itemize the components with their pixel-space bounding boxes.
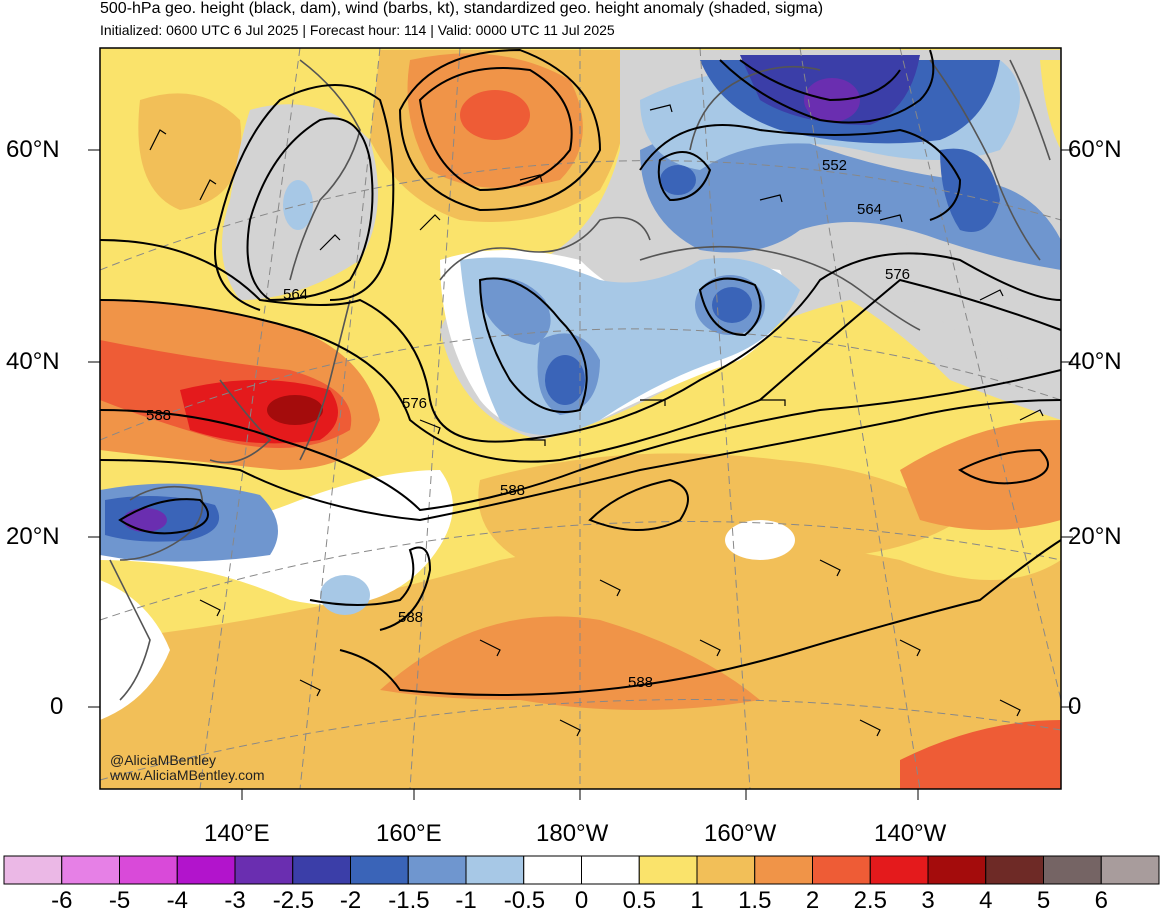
colorbar-swatch: [292, 855, 351, 885]
lat-label-20n-left: 20°N: [6, 523, 60, 550]
contour-label: 588: [628, 674, 654, 691]
contour-label: 552: [822, 157, 848, 174]
colorbar-swatch: [638, 855, 698, 885]
lat-label-60n-left: 60°N: [6, 136, 60, 163]
colorbar-tick-label: -5: [108, 887, 131, 914]
colorbar-swatch: [176, 855, 236, 885]
colorbar-swatch: [754, 855, 813, 885]
graticule: [100, 48, 1061, 789]
lat-label-0-right: 0: [1068, 693, 1082, 720]
colorbar-swatch: [696, 855, 756, 885]
lon-label-160e: 160°E: [376, 820, 442, 847]
lon-label-140w: 140°W: [874, 820, 947, 847]
colorbar-tick-label: 3: [921, 887, 935, 914]
colorbar-tick-label: -6: [51, 887, 73, 914]
lon-label-140e: 140°E: [204, 820, 270, 847]
colorbar-swatch: [407, 855, 467, 885]
colorbar-swatch: [465, 855, 525, 885]
colorbar-swatch: [1100, 855, 1160, 885]
colorbar-swatch: [927, 855, 987, 885]
colorbar-tick-label: -1: [455, 887, 477, 914]
colorbar-swatch: [119, 855, 178, 885]
colorbar-swatch: [581, 855, 640, 885]
height-contours: [100, 48, 1061, 696]
lon-label-180w: 180°W: [536, 820, 609, 847]
contour-label: 588: [146, 407, 172, 424]
lon-label-160w: 160°W: [704, 820, 777, 847]
wind-barbs: [149, 104, 1044, 737]
colorbar-swatch: [812, 855, 871, 885]
colorbar-tick-label: -4: [166, 887, 188, 914]
contour-label: 588: [500, 482, 526, 499]
lat-label-40n-right: 40°N: [1068, 348, 1122, 375]
colorbar-swatch: [3, 855, 63, 885]
contour-label: 576: [885, 266, 911, 283]
colorbar-tick-label: 1.5: [738, 887, 772, 914]
colorbar-swatch: [350, 855, 409, 885]
colorbar-tick-label: -3: [224, 887, 246, 914]
colorbar-tick-label: 2: [805, 887, 820, 914]
contour-label: 564: [857, 201, 883, 218]
colorbar-tick-label: -2: [339, 887, 362, 914]
colorbar-swatch: [234, 855, 294, 885]
frame-ticks: [88, 149, 1073, 800]
colorbar-swatch: [523, 855, 582, 885]
colorbar-tick-label: 2.5: [853, 887, 887, 914]
lat-label-60n-right: 60°N: [1068, 136, 1122, 163]
contour-label: 576: [402, 395, 428, 412]
coastlines: [109, 59, 1051, 701]
credit-handle: @AliciaMBentley: [110, 752, 217, 768]
colorbar-swatch: [1043, 855, 1102, 885]
colorbar-tick-label: 4: [979, 887, 993, 914]
map-title: 500-hPa geo. height (black, dam), wind (…: [100, 0, 824, 17]
colorbar-tick-label: -2.5: [272, 887, 315, 914]
colorbar-tick-label: 1: [690, 887, 704, 914]
lat-label-0-left: 0: [50, 693, 64, 720]
colorbar-tick-label: 0: [574, 887, 589, 914]
colorbar: [3, 855, 1160, 885]
credit-site: www.AliciaMBentley.com: [110, 767, 265, 783]
colorbar-swatch: [985, 855, 1044, 885]
colorbar-tick-label: -0.5: [503, 887, 546, 914]
lat-label-40n-left: 40°N: [6, 348, 60, 375]
colorbar-tick-label: 5: [1036, 887, 1051, 914]
colorbar-tick-label: -1.5: [388, 887, 430, 914]
lat-label-20n-right: 20°N: [1068, 523, 1122, 550]
contour-label: 564: [283, 286, 309, 303]
contour-label: 588: [398, 609, 424, 626]
colorbar-tick-label: 6: [1094, 887, 1108, 914]
colorbar-swatch: [61, 855, 120, 885]
colorbar-tick-label: 0.5: [622, 887, 656, 914]
map-subtitle: Initialized: 0600 UTC 6 Jul 2025 | Forec…: [100, 22, 615, 38]
colorbar-swatch: [869, 855, 929, 885]
